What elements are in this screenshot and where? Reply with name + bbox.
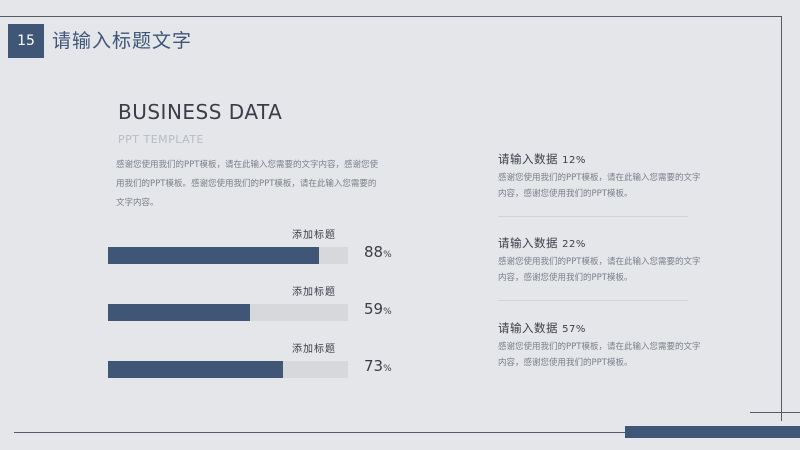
frame-right-line [781,16,782,421]
data-item-heading-text: 请输入数据 [498,152,558,166]
data-item-heading: 请输入数据 12% [498,151,586,167]
bar-percentage: 88% [364,243,392,261]
data-item-percent: 12% [562,155,586,166]
page-title: 请输入标题文字 [52,30,193,52]
progress-bar-track [108,361,348,378]
data-item-percent: 22% [562,239,586,250]
frame-top-line [0,16,782,17]
ppt-template-subtitle: PPT TEMPLATE [118,133,204,146]
business-data-title: BUSINESS DATA [118,100,283,124]
progress-bar-fill [108,304,250,321]
progress-bar-track [108,304,348,321]
bar-label: 添加标题 [292,230,336,241]
data-item-heading-text: 请输入数据 [498,236,558,250]
data-item-description: 感谢您使用我们的PPT模板，请在此输入您需要的文字内容，感谢您使用我们的PPT模… [498,342,701,368]
data-item-description: 感谢您使用我们的PPT模板，请在此输入您需要的文字内容，感谢您使用我们的PPT模… [498,257,701,283]
bar-percentage-value: 88 [364,243,384,261]
item-divider [498,216,688,217]
bar-percentage: 59% [364,300,392,318]
data-item-heading: 请输入数据 22% [498,235,586,251]
progress-bar-track [108,247,348,264]
data-item-description: 感谢您使用我们的PPT模板，请在此输入您需要的文字内容，感谢您使用我们的PPT模… [498,173,701,199]
business-description: 感谢您使用我们的PPT模板，请在此输入您需要的文字内容，感谢您使用我们的PPT模… [116,160,378,208]
footer-accent-bar [625,426,800,438]
bar-label: 添加标题 [292,344,336,355]
bar-label: 添加标题 [292,287,336,298]
bar-percentage-value: 59 [364,300,384,318]
bar-percentage-unit: % [383,307,392,317]
bar-percentage-value: 73 [364,357,384,375]
progress-bar-fill [108,247,320,264]
bar-percentage-unit: % [383,364,392,374]
bar-percentage-unit: % [383,250,392,260]
page-number-badge: 15 [8,24,44,58]
frame-bottom-line [14,432,800,433]
corner-mark-line [750,412,800,413]
data-item-heading: 请输入数据 57% [498,320,586,336]
item-divider [498,300,688,301]
progress-bar-fill [108,361,284,378]
data-item-heading-text: 请输入数据 [498,321,558,335]
bar-percentage: 73% [364,357,392,375]
data-item-percent: 57% [562,324,586,335]
